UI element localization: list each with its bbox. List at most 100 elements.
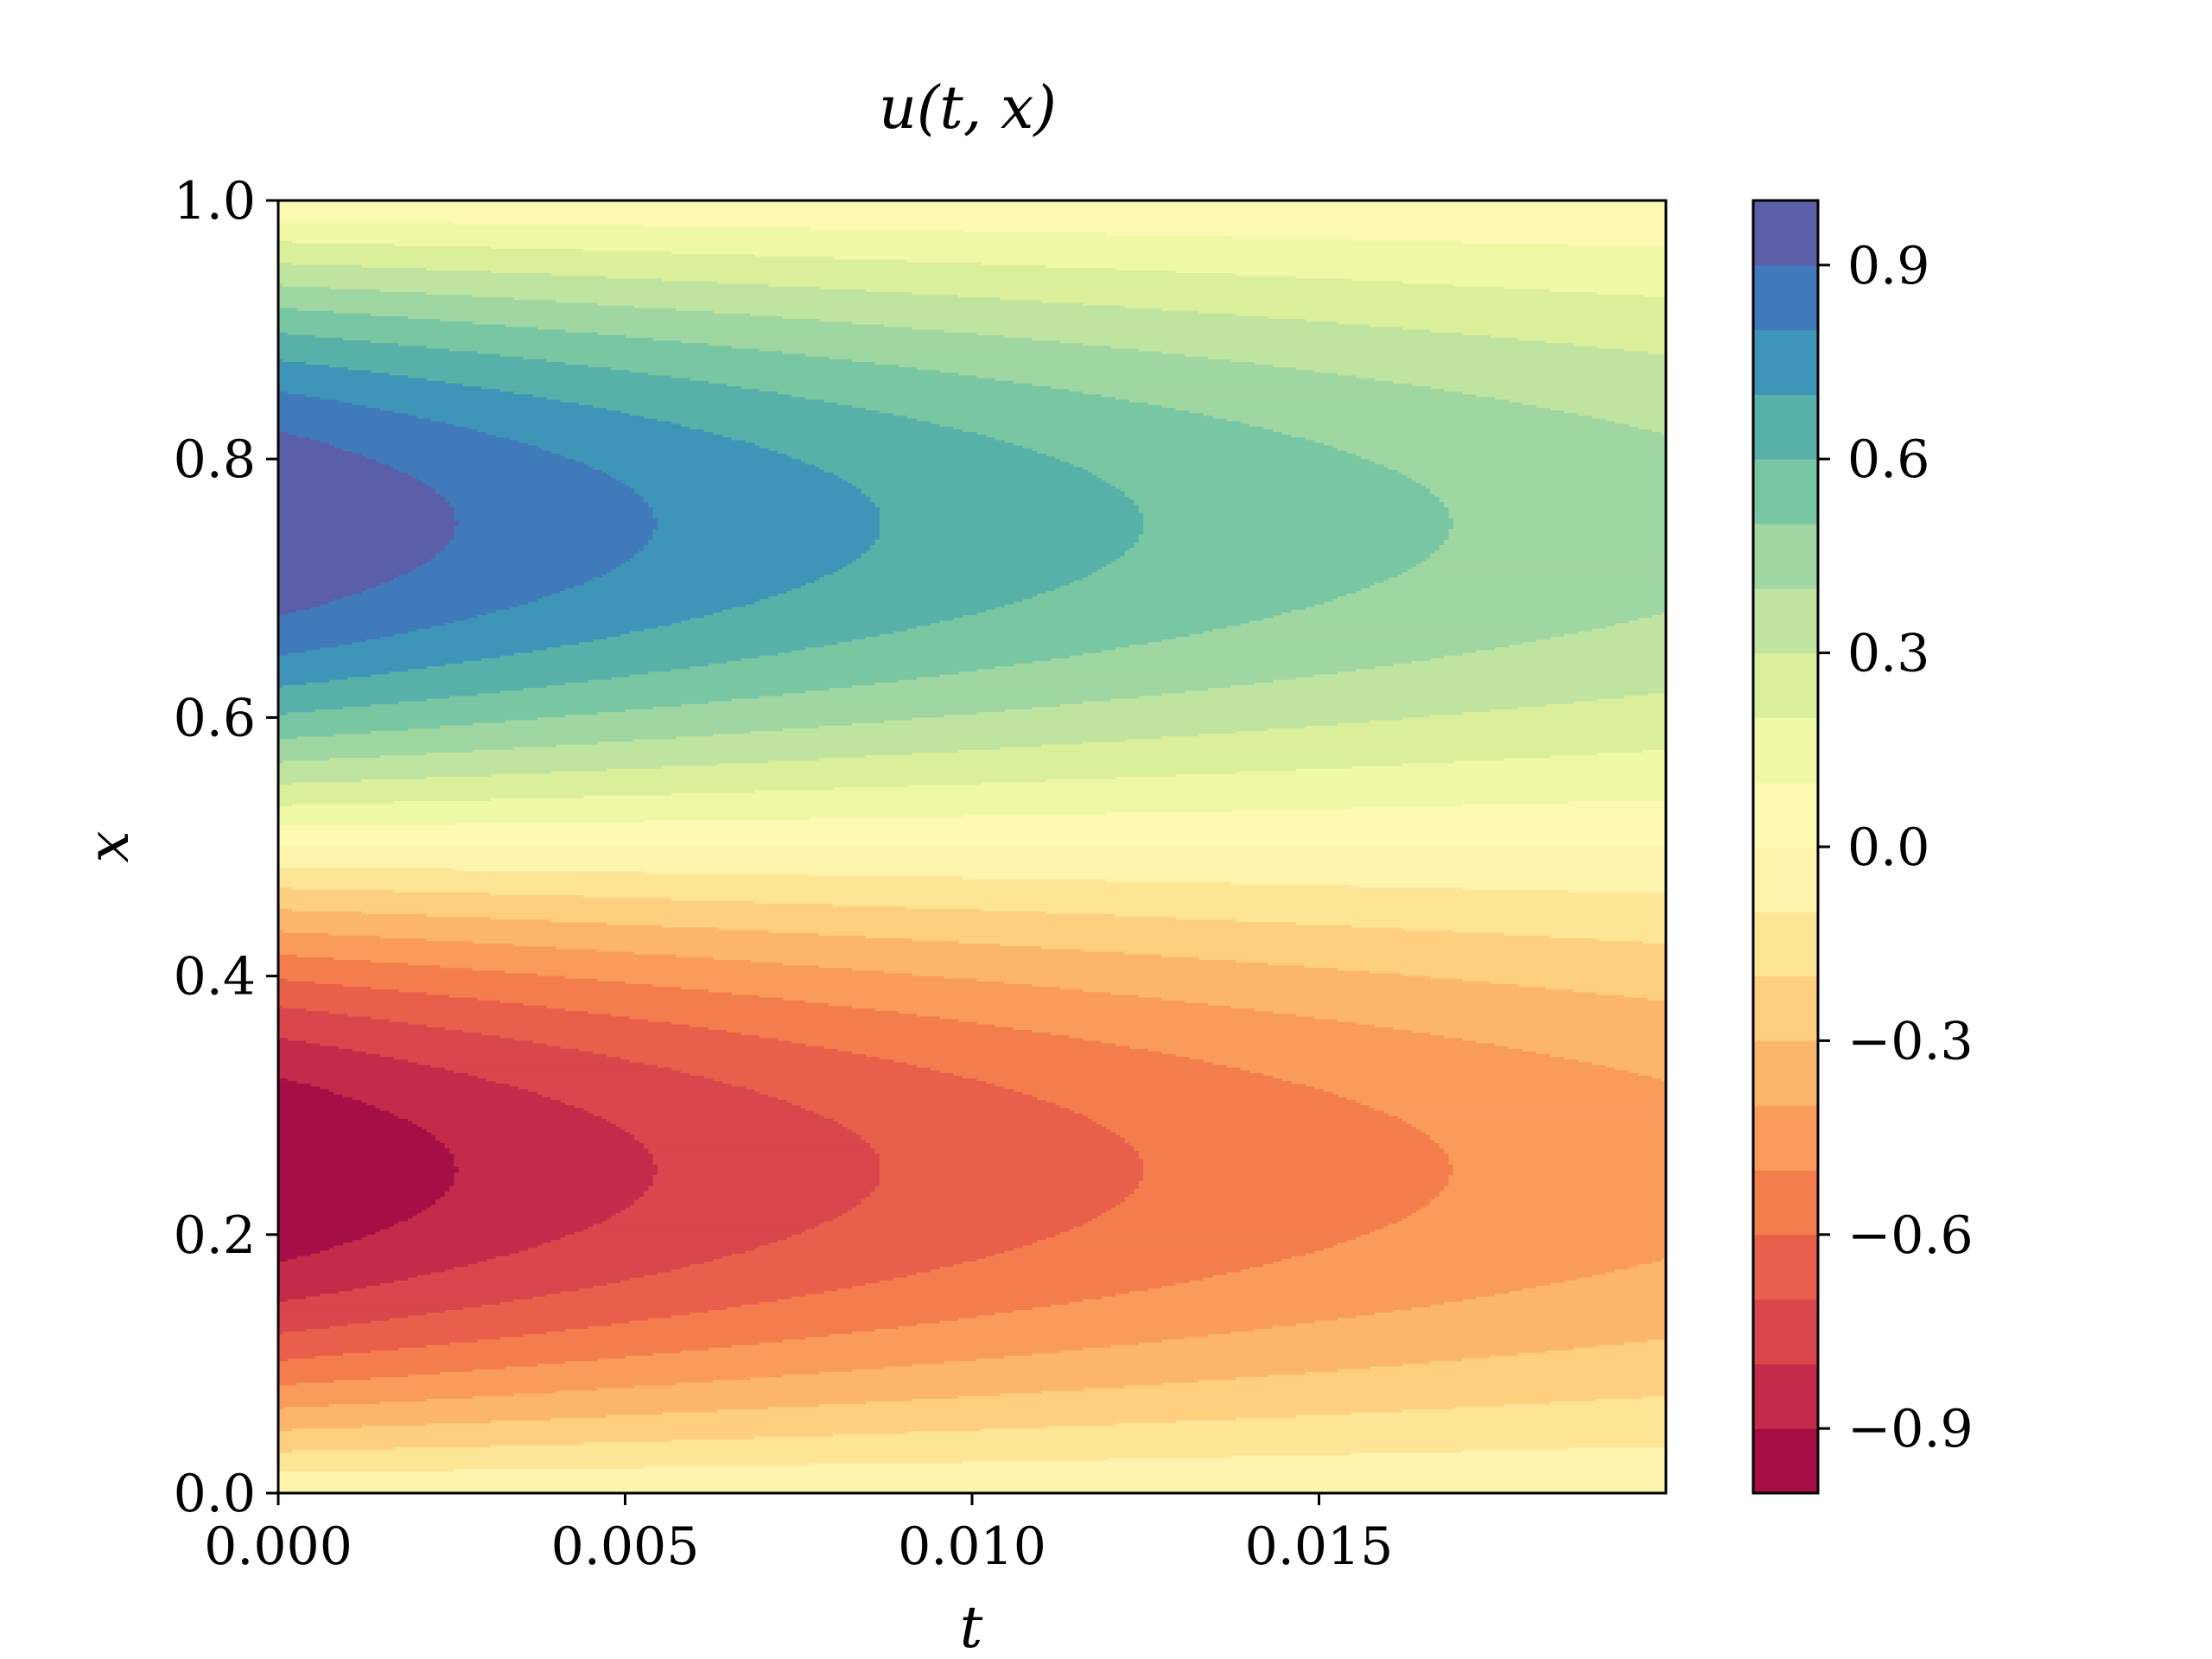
- contour-cell: [278, 806, 1352, 810]
- contour-cell: [639, 1197, 867, 1200]
- contour-cell: [528, 1089, 755, 1093]
- contour-cell: [768, 596, 1033, 600]
- contour-cell: [981, 262, 1666, 266]
- contour-cell: [957, 941, 1643, 944]
- contour-cell: [1568, 801, 1666, 804]
- contour-cell: [278, 524, 460, 527]
- contour-cell: [278, 1194, 446, 1198]
- contour-cell: [1402, 1363, 1666, 1368]
- contour-cell: [537, 1363, 913, 1368]
- contour-cell: [1230, 359, 1666, 363]
- contour-cell: [296, 435, 497, 438]
- contour-cell: [814, 464, 1075, 468]
- contour-cell: [805, 1108, 1071, 1112]
- contour-cell: [472, 295, 959, 298]
- contour-cell: [278, 1371, 441, 1376]
- contour-cell: [870, 548, 1130, 551]
- contour-cell: [963, 1075, 1274, 1079]
- contour-cell: [537, 1091, 760, 1096]
- contour-cell: [634, 1385, 1126, 1389]
- contour-cell: [1346, 450, 1666, 454]
- contour-cell: [1272, 1261, 1653, 1265]
- contour-cell: [472, 722, 853, 727]
- contour-cell: [1014, 601, 1325, 606]
- contour-cell: [1143, 518, 1454, 522]
- contour-cell: [1272, 429, 1653, 433]
- contour-cell: [444, 380, 709, 385]
- contour-cell: [671, 623, 931, 627]
- contour-cell: [1356, 590, 1666, 594]
- contour-cell: [278, 631, 409, 635]
- contour-cell: [278, 1035, 501, 1039]
- contour-cell: [278, 575, 399, 578]
- contour-cell: [800, 1231, 1061, 1236]
- contour-cell: [1374, 1024, 1666, 1028]
- contour-cell: [1596, 291, 1666, 296]
- contour-cell: [1351, 1412, 1666, 1416]
- contour-cell: [671, 421, 931, 425]
- contour-cell: [393, 633, 621, 638]
- contour-cell: [1596, 1344, 1666, 1349]
- contour-cell: [440, 1140, 640, 1144]
- contour-cell: [278, 1393, 515, 1397]
- contour-cell: [278, 976, 566, 980]
- contour-cell: [1494, 1043, 1666, 1047]
- contour-cell: [278, 879, 1107, 883]
- contour-cell: [823, 575, 1089, 578]
- contour-cell: [454, 1180, 654, 1185]
- contour-cell: [879, 515, 1144, 519]
- contour-cell: [472, 968, 853, 971]
- contour-cell: [1041, 1390, 1666, 1395]
- contour-cell: [509, 607, 733, 611]
- contour-cell: [1046, 779, 1666, 783]
- contour-cell: [611, 569, 839, 573]
- contour-cell: [851, 1207, 1112, 1211]
- contour-cell: [278, 1460, 963, 1465]
- contour-cell: [1087, 1221, 1399, 1224]
- contour-cell: [430, 1205, 631, 1209]
- contour-cell: [1452, 1173, 1666, 1176]
- contour-cell: [435, 556, 635, 560]
- contour-cell: [1370, 720, 1666, 724]
- contour-cell: [912, 717, 1403, 721]
- contour-cell: [1120, 1135, 1431, 1139]
- contour-cell: [1032, 1352, 1519, 1357]
- contour-cell: [564, 715, 945, 718]
- contour-cell: [1022, 1245, 1334, 1249]
- contour-cell: [1346, 1096, 1666, 1101]
- contour-cell: [814, 580, 1075, 584]
- contour-cell: [1143, 520, 1454, 524]
- contour-cell: [976, 1021, 1357, 1026]
- contour-cell: [1332, 1091, 1666, 1096]
- contour-cell: [1444, 505, 1666, 508]
- contour-cell: [981, 782, 1666, 785]
- contour-cell: [278, 1280, 395, 1284]
- contour-cell: [1203, 1277, 1579, 1281]
- contour-cell: [578, 1048, 839, 1052]
- contour-cell: [1212, 1062, 1592, 1066]
- contour-cell: [1393, 380, 1666, 385]
- contour-cell: [708, 989, 1084, 993]
- contour-cell: [1605, 1272, 1666, 1276]
- contour-cell: [435, 488, 635, 493]
- contour-cell: [472, 749, 959, 753]
- contour-cell: [426, 1344, 733, 1349]
- contour-cell: [278, 227, 811, 231]
- contour-cell: [1143, 1178, 1449, 1182]
- contour-cell: [1323, 1248, 1666, 1252]
- contour-cell: [412, 474, 613, 479]
- contour-cell: [1573, 1347, 1666, 1351]
- contour-cell: [648, 1188, 876, 1192]
- contour-cell: [1014, 1310, 1394, 1313]
- contour-cell: [912, 752, 1598, 756]
- contour-cell: [278, 232, 1107, 237]
- contour-cell: [278, 1388, 598, 1392]
- contour-cell: [278, 1286, 367, 1289]
- contour-cell: [278, 1350, 372, 1354]
- contour-cell: [759, 696, 1140, 700]
- contour-cell: [1161, 693, 1649, 697]
- contour-cell: [981, 908, 1666, 912]
- contour-cell: [278, 1258, 289, 1262]
- contour-cell: [1032, 448, 1338, 452]
- contour-cell: [1143, 1173, 1454, 1176]
